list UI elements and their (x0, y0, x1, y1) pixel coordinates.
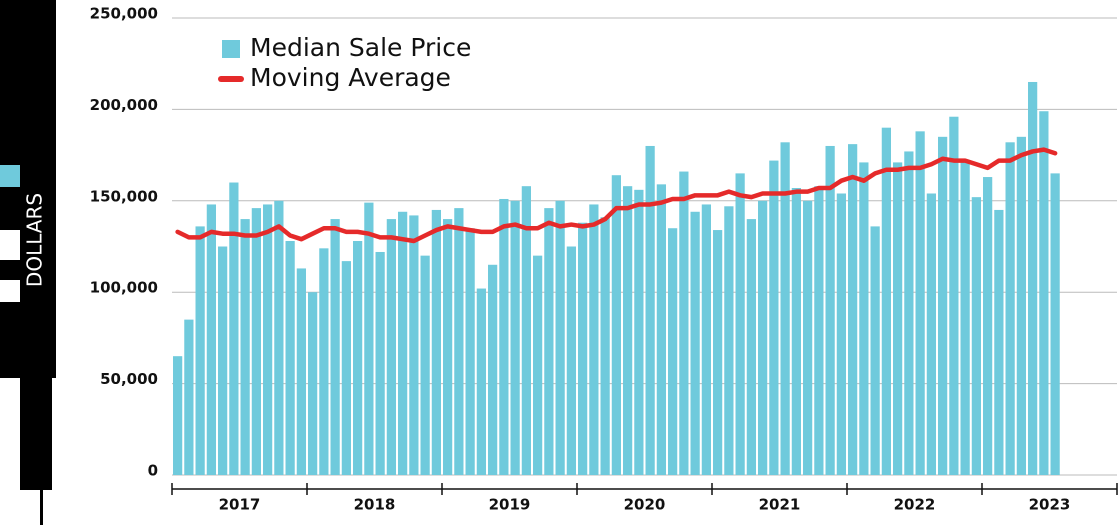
bar (724, 206, 734, 475)
bar (600, 217, 610, 475)
bar (578, 222, 588, 475)
bar (353, 241, 363, 475)
bar (296, 268, 306, 475)
bar (893, 162, 903, 476)
bar (409, 215, 419, 475)
bar (645, 145, 655, 475)
x-tick-label: 2022 (894, 496, 936, 514)
bar (465, 228, 475, 475)
bar (206, 204, 216, 475)
bar (881, 127, 891, 476)
bar (679, 171, 689, 475)
bar (960, 160, 970, 476)
x-tick-label: 2017 (219, 496, 261, 514)
x-tick-label: 2019 (489, 496, 531, 514)
bar (488, 264, 498, 475)
bar (308, 292, 318, 475)
bar (983, 177, 993, 475)
bar (690, 211, 700, 475)
y-tick-label: 200,000 (90, 96, 158, 114)
bar (915, 131, 925, 475)
bar (364, 202, 374, 476)
legend-swatch (222, 40, 240, 58)
bar (668, 228, 678, 475)
bar (803, 200, 813, 476)
bar (701, 204, 711, 475)
bar (443, 219, 453, 475)
bar (859, 162, 869, 476)
bar (971, 197, 981, 476)
bar (713, 230, 723, 475)
y-axis-label: DOLLARS (23, 193, 47, 287)
bar (1050, 173, 1060, 475)
bar (555, 200, 565, 476)
bar (1016, 136, 1026, 475)
bar (814, 186, 824, 475)
bar (544, 208, 554, 475)
bar (791, 188, 801, 475)
bar (994, 209, 1004, 475)
y-tick-label: 0 (148, 462, 158, 480)
bar (623, 186, 633, 475)
bar (836, 193, 846, 475)
bar (848, 144, 858, 475)
bar (218, 246, 228, 475)
x-tick-label: 2023 (1029, 496, 1071, 514)
legend-label: Moving Average (250, 63, 451, 92)
bar (431, 209, 441, 475)
bar (386, 219, 396, 475)
bar (611, 175, 621, 475)
bar (589, 204, 599, 475)
bar (240, 219, 250, 475)
bar (634, 189, 644, 475)
bar (533, 255, 543, 475)
bar (285, 241, 295, 475)
bar (398, 211, 408, 475)
bar (173, 356, 183, 475)
bar (1005, 142, 1015, 475)
bar (319, 248, 329, 475)
bar (274, 200, 284, 476)
bar (375, 251, 385, 475)
bar (184, 319, 194, 475)
bar (735, 173, 745, 475)
left-decoration (0, 0, 56, 525)
bar (510, 200, 520, 476)
bar (229, 182, 239, 475)
bar (656, 184, 666, 475)
bar (825, 145, 835, 475)
bar (870, 226, 880, 475)
bar (904, 151, 914, 475)
bar (938, 136, 948, 475)
bar (251, 208, 261, 475)
bar (330, 219, 340, 475)
y-tick-label: 50,000 (100, 370, 158, 388)
bar (566, 246, 576, 475)
y-tick-label: 150,000 (90, 187, 158, 205)
bar (1039, 111, 1049, 475)
x-tick-label: 2020 (624, 496, 666, 514)
bar (263, 204, 273, 475)
legend-label: Median Sale Price (250, 33, 471, 62)
bar (780, 142, 790, 475)
bar (926, 193, 936, 475)
bar (746, 219, 756, 475)
bar (758, 200, 768, 476)
bar (420, 255, 430, 475)
bar (1028, 81, 1038, 475)
bar (769, 160, 779, 476)
bar (476, 288, 486, 475)
bar (949, 116, 959, 475)
x-tick-label: 2018 (354, 496, 396, 514)
y-tick-label: 100,000 (90, 279, 158, 297)
bar (499, 198, 509, 476)
x-tick-label: 2021 (759, 496, 801, 514)
line (175, 147, 1058, 244)
y-tick-label: 250,000 (90, 5, 158, 23)
bar (521, 186, 531, 475)
bar (341, 261, 351, 475)
bar (195, 226, 205, 475)
bar (454, 208, 464, 475)
